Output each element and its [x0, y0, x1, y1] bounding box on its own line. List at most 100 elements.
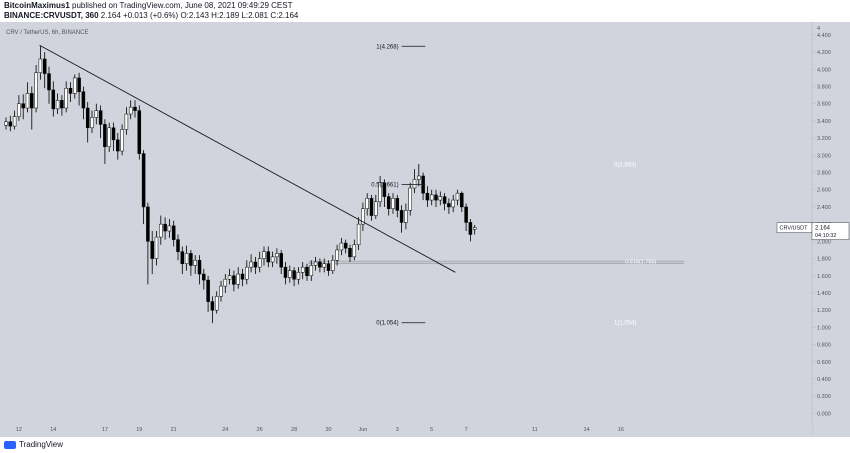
candle-body-up — [64, 87, 68, 109]
fib-right-label: 1(1.054) — [614, 321, 636, 327]
candle-body-up — [408, 187, 412, 211]
candle — [68, 82, 73, 102]
candlestick-chart[interactable]: CRV / TetherUS, 6h, BINANCE 0.618(1.756)… — [0, 22, 850, 437]
candle — [460, 191, 464, 213]
candle-body-up — [288, 270, 292, 278]
y-tick-label: 0.000 — [817, 411, 831, 417]
y-tick-label: 0.600 — [817, 360, 831, 366]
candle-body-down — [103, 124, 107, 147]
candle-body-down — [21, 103, 25, 109]
x-tick-label: 17 — [102, 427, 108, 433]
candle — [391, 193, 395, 214]
y-tick-label: 3.600 — [817, 102, 831, 108]
candle — [369, 194, 374, 221]
support-zone-label: 0.618(1.756) — [625, 260, 656, 266]
y-tick-label: 1.200 — [817, 308, 831, 314]
candle-body-up — [404, 210, 408, 223]
x-tick-label: Jun — [358, 427, 367, 433]
candle-body-down — [464, 206, 468, 223]
x-tick-label: 24 — [222, 427, 228, 433]
candle — [227, 268, 232, 285]
candle-body-up — [262, 251, 266, 259]
symbol-line: BINANCE:CRVUSDT, 360 2.164 +0.013 (+0.6%… — [4, 11, 298, 20]
candle — [313, 256, 318, 271]
chart-footer: TradingView — [0, 437, 850, 453]
author-line: BitcoinMaximus1 published on TradingView… — [4, 1, 292, 10]
candle — [408, 182, 412, 216]
candle-body-up — [12, 116, 17, 127]
candle — [42, 52, 47, 89]
candle — [219, 280, 223, 302]
candle — [141, 150, 146, 225]
y-tick-label: 1.600 — [817, 274, 831, 280]
candle — [55, 93, 60, 115]
candle — [163, 217, 167, 240]
y-tick-label: 4.000 — [817, 67, 831, 73]
candle — [417, 163, 421, 187]
candle — [120, 124, 124, 156]
x-tick-label: 28 — [291, 427, 297, 433]
tradingview-logo[interactable]: TradingView — [4, 440, 63, 449]
candle — [275, 248, 279, 264]
candle — [214, 291, 219, 314]
candle — [167, 218, 172, 238]
candle-body-down — [47, 73, 51, 91]
candle — [464, 203, 468, 232]
candle — [438, 191, 443, 206]
candle-body-up — [107, 127, 111, 147]
author-name[interactable]: BitcoinMaximus1 — [4, 1, 70, 10]
candle-body-up — [296, 272, 301, 280]
candle-body-up — [128, 106, 133, 115]
candle — [116, 132, 120, 160]
y-tick-label: 2.800 — [817, 171, 831, 177]
candle-body-down — [180, 251, 185, 264]
candle — [154, 231, 159, 266]
candle — [257, 251, 262, 273]
y-axis-top-label: 4 — [817, 26, 820, 32]
candle — [288, 265, 292, 283]
candle-body-down — [318, 261, 322, 268]
candle — [4, 117, 8, 130]
candle — [365, 193, 369, 216]
candle-body-down — [197, 260, 202, 275]
candle — [240, 268, 245, 287]
candle — [412, 169, 417, 194]
y-tick-label: 2.400 — [817, 205, 831, 211]
candle — [38, 46, 43, 80]
candle — [180, 246, 185, 275]
candle — [150, 231, 154, 275]
candle-body-down — [42, 58, 47, 74]
y-tick-label: 4.400 — [817, 33, 831, 39]
candle — [103, 119, 107, 164]
candle-body-up — [365, 198, 369, 209]
candle-body-up — [331, 260, 335, 271]
candle — [176, 234, 180, 261]
y-tick-label: 3.000 — [817, 153, 831, 159]
symbol-name: BINANCE:CRVUSDT, 360 — [4, 11, 99, 20]
chart-header: BitcoinMaximus1 published on TradingView… — [0, 0, 850, 22]
candle — [236, 267, 240, 289]
time-axis[interactable] — [0, 422, 812, 437]
descending-trendline[interactable] — [39, 44, 456, 273]
candle-body-down — [98, 110, 103, 125]
support-zone[interactable] — [308, 260, 684, 265]
candle-body-down — [447, 203, 451, 208]
y-tick-label: 2.600 — [817, 188, 831, 194]
x-tick-label: 19 — [136, 427, 142, 433]
tradingview-logo-icon — [4, 440, 16, 449]
candle-body-down — [442, 196, 447, 204]
x-tick-label: 16 — [618, 427, 624, 433]
candle-body-down — [171, 225, 176, 240]
candle — [193, 255, 197, 275]
x-tick-label: 11 — [532, 427, 538, 433]
candle-body-down — [395, 198, 400, 211]
tradingview-logo-text: TradingView — [19, 440, 64, 449]
candle-body-up — [249, 261, 253, 268]
candle — [253, 256, 258, 275]
x-tick-label: 26 — [257, 427, 263, 433]
trendline-layer — [39, 44, 456, 273]
candle-body-up — [245, 266, 249, 280]
candle-body-up — [94, 110, 99, 118]
candle-body-up — [438, 196, 443, 201]
